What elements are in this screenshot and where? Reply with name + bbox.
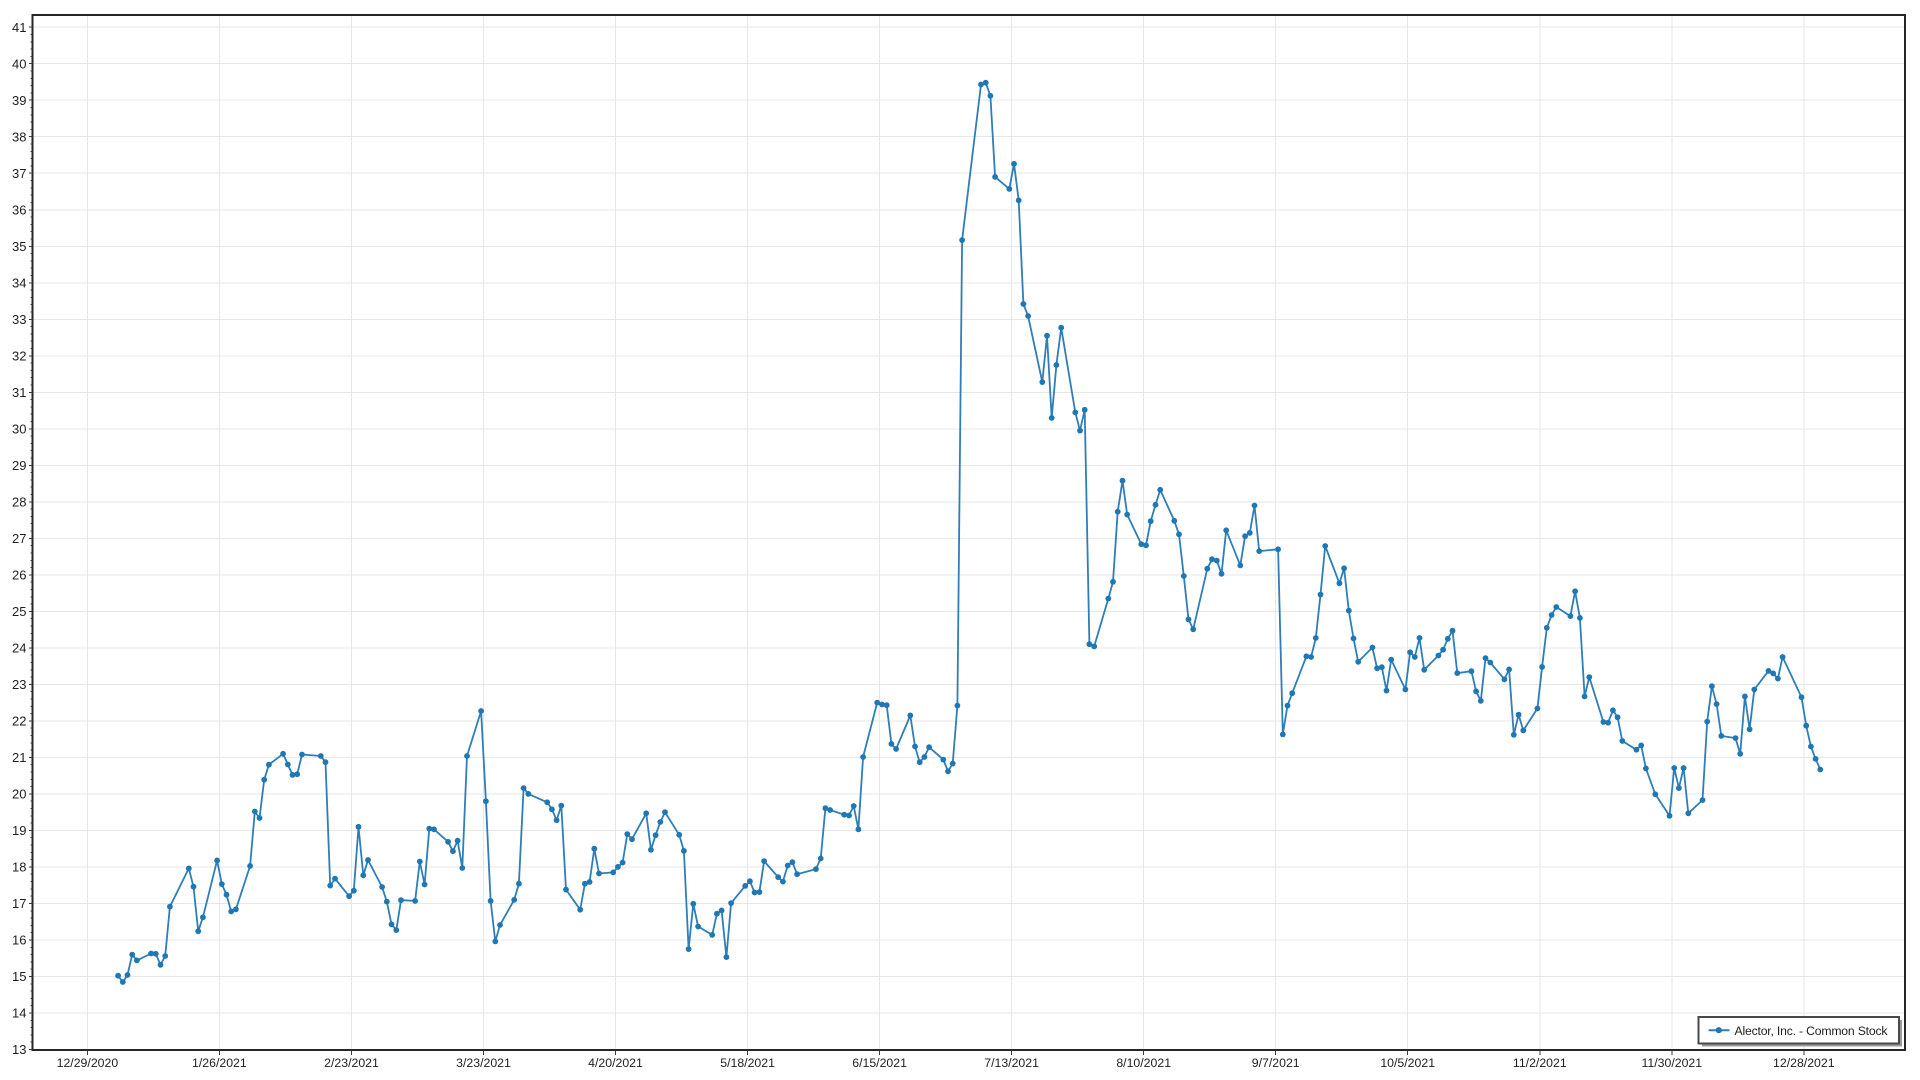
- svg-text:4/20/2021: 4/20/2021: [588, 1056, 643, 1070]
- svg-text:18: 18: [12, 860, 26, 875]
- svg-text:11/30/2021: 11/30/2021: [1641, 1056, 1702, 1070]
- svg-text:16: 16: [12, 933, 26, 948]
- svg-text:7/13/2021: 7/13/2021: [984, 1056, 1039, 1070]
- svg-text:13: 13: [12, 1042, 26, 1057]
- svg-text:6/15/2021: 6/15/2021: [852, 1056, 907, 1070]
- svg-text:33: 33: [12, 312, 26, 327]
- svg-text:10/5/2021: 10/5/2021: [1380, 1056, 1435, 1070]
- svg-text:24: 24: [12, 641, 26, 656]
- svg-text:12/29/2020: 12/29/2020: [57, 1056, 119, 1070]
- svg-text:37: 37: [12, 166, 26, 181]
- svg-text:9/7/2021: 9/7/2021: [1252, 1056, 1300, 1070]
- svg-text:29: 29: [12, 458, 26, 473]
- svg-text:25: 25: [12, 604, 26, 619]
- svg-text:31: 31: [12, 385, 26, 400]
- svg-text:11/2/2021: 11/2/2021: [1513, 1056, 1567, 1070]
- svg-text:35: 35: [12, 239, 26, 254]
- svg-text:8/10/2021: 8/10/2021: [1116, 1056, 1171, 1070]
- svg-text:Alector, Inc. - Common Stock: Alector, Inc. - Common Stock: [1735, 1024, 1889, 1038]
- svg-text:5/18/2021: 5/18/2021: [720, 1056, 775, 1070]
- svg-text:41: 41: [12, 20, 26, 35]
- svg-text:14: 14: [12, 1006, 26, 1021]
- svg-text:27: 27: [12, 531, 26, 546]
- svg-text:30: 30: [12, 421, 26, 436]
- svg-text:32: 32: [12, 348, 26, 363]
- svg-text:40: 40: [12, 56, 26, 71]
- svg-text:23: 23: [12, 677, 26, 692]
- svg-text:34: 34: [12, 275, 26, 290]
- svg-text:36: 36: [12, 202, 26, 217]
- svg-text:26: 26: [12, 568, 26, 583]
- svg-text:3/23/2021: 3/23/2021: [456, 1056, 511, 1070]
- svg-text:39: 39: [12, 93, 26, 108]
- svg-text:22: 22: [12, 714, 26, 729]
- svg-text:2/23/2021: 2/23/2021: [324, 1056, 379, 1070]
- svg-text:17: 17: [12, 896, 26, 911]
- svg-text:1/26/2021: 1/26/2021: [192, 1056, 247, 1070]
- svg-text:20: 20: [12, 787, 26, 802]
- svg-text:38: 38: [12, 129, 26, 144]
- svg-text:28: 28: [12, 494, 26, 509]
- svg-text:19: 19: [12, 823, 26, 838]
- svg-text:15: 15: [12, 969, 26, 984]
- svg-text:21: 21: [12, 750, 26, 765]
- svg-text:12/28/2021: 12/28/2021: [1773, 1056, 1835, 1070]
